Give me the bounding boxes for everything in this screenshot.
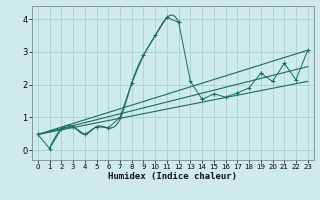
X-axis label: Humidex (Indice chaleur): Humidex (Indice chaleur) <box>108 172 237 181</box>
